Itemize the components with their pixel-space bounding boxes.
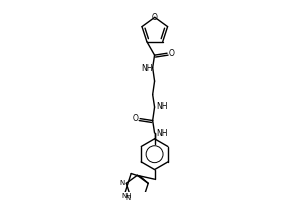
Text: N: N [125, 195, 130, 200]
Text: NH: NH [121, 193, 132, 199]
Text: NH: NH [157, 129, 168, 138]
Text: O: O [169, 49, 175, 58]
Text: NH: NH [157, 102, 168, 111]
Text: NH: NH [141, 64, 153, 73]
Text: N: N [120, 180, 125, 186]
Text: O: O [132, 114, 138, 123]
Text: O: O [152, 13, 158, 22]
